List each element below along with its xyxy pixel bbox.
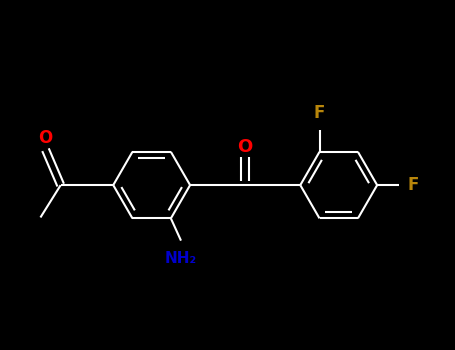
Text: F: F	[408, 176, 419, 194]
Text: NH₂: NH₂	[165, 251, 197, 266]
Text: F: F	[314, 104, 325, 121]
Text: O: O	[38, 128, 53, 147]
Text: O: O	[238, 138, 253, 156]
